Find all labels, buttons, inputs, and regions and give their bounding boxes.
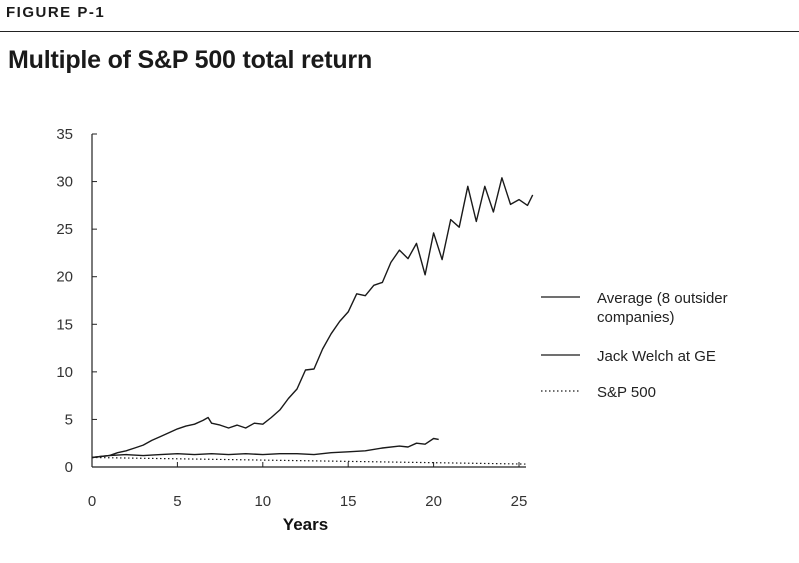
header-rule [0, 31, 799, 32]
legend-label: Average (8 outsider [597, 290, 728, 307]
y-tick-label: 0 [65, 459, 73, 476]
y-tick-label: 5 [65, 411, 73, 428]
y-tick-label: 20 [56, 269, 73, 286]
chart-legend: Average (8 outsider companies) Jack Welch … [541, 290, 728, 401]
legend-label: companies) [597, 309, 675, 326]
x-tick-label: 10 [254, 493, 271, 510]
figure-label: FIGURE P-1 [6, 4, 106, 21]
x-tick-label: 0 [88, 493, 96, 510]
x-tick-label: 20 [425, 493, 442, 510]
y-tick-label: 25 [56, 221, 73, 238]
series-line-sp500 [91, 456, 528, 465]
legend-label: S&P 500 [597, 384, 656, 401]
x-tick-label: 15 [340, 493, 357, 510]
legend-label: Jack Welch at GE [597, 348, 716, 365]
y-tick-label: 30 [56, 174, 73, 191]
y-tick-label: 15 [56, 316, 73, 333]
chart-title: Multiple of S&P 500 total return [8, 46, 373, 74]
y-tick-label: 10 [56, 364, 73, 381]
series-line-jack-welch [91, 437, 439, 459]
x-axis-title: Years [283, 515, 328, 534]
x-tick-label: 25 [511, 493, 528, 510]
chart-axes: 0 5 10 15 20 25 30 35 0 5 10 15 20 25 [56, 126, 527, 510]
chart-series [91, 177, 534, 465]
series-line-average [91, 177, 534, 459]
x-tick-label: 5 [173, 493, 181, 510]
y-tick-label: 35 [56, 126, 73, 143]
